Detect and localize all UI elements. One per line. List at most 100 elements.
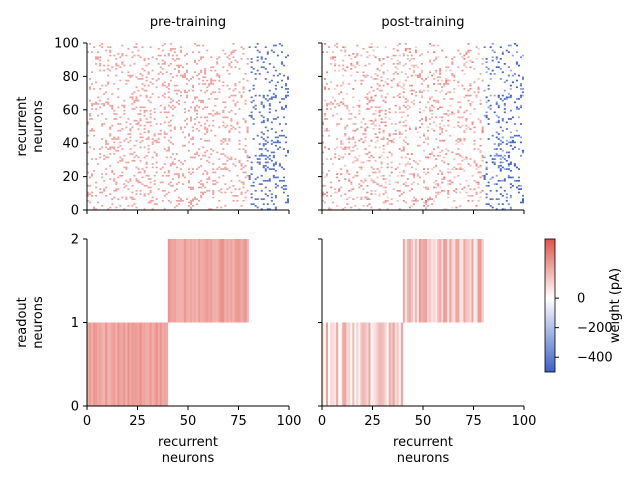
rec-pre-weight-cell <box>208 83 211 85</box>
rec-pre-ylabel: neurons <box>31 100 46 153</box>
rec-pre-weight-cell <box>169 181 172 184</box>
rec-post-weight-cell <box>350 183 353 185</box>
rec-post-weight-cell <box>511 74 514 77</box>
rec-post-weight-cell <box>344 134 347 137</box>
rec-post-weight-cell <box>427 198 430 200</box>
rec-post-weight-cell <box>457 111 460 114</box>
rec-pre-weight-cell <box>119 204 122 207</box>
rec-post-weight-cell <box>501 51 504 54</box>
rec-pre-weight-cell <box>280 44 283 47</box>
rec-post-weight-cell <box>418 111 421 114</box>
rec-pre-weight-cell <box>125 54 128 57</box>
rec-post-weight-cell <box>517 188 520 190</box>
rec-post-weight-cell <box>374 119 377 122</box>
rec-pre-weight-cell <box>111 93 114 95</box>
rec-post-weight-cell <box>362 133 365 135</box>
rec-post-weight-cell <box>441 119 444 122</box>
rec-pre-weight-cell <box>167 139 170 142</box>
rec-pre-weight-cell <box>137 168 140 170</box>
rec-post-weight-cell <box>380 154 383 157</box>
rec-pre-weight-cell <box>280 79 283 82</box>
rec-post-weight-cell <box>388 111 391 114</box>
rec-post-weight-cell <box>322 193 325 195</box>
rec-post-weight-cell <box>348 54 351 57</box>
rec-pre-weight-cell <box>177 64 180 67</box>
rec-pre-weight-cell <box>137 128 140 130</box>
rec-post-weight-cell <box>433 99 436 102</box>
rec-pre-weight-cell <box>127 74 130 77</box>
rec-post-weight-cell <box>497 133 500 135</box>
rec-pre-weight-cell <box>192 188 195 190</box>
rec-post-weight-cell <box>336 176 339 179</box>
rec-post-weight-cell <box>463 138 466 140</box>
rec-post-weight-cell <box>449 134 452 137</box>
rec-pre-weight-cell <box>222 148 225 150</box>
rec-pre-weight-cell <box>95 108 98 110</box>
rec-pre-weight-cell <box>278 123 281 125</box>
rec-post-weight-cell <box>386 83 389 85</box>
rec-post-weight-cell <box>455 139 458 142</box>
rec-post-weight-cell <box>437 83 440 85</box>
out-pre-weight-cell <box>153 322 156 406</box>
rec-pre-weight-cell <box>274 196 277 199</box>
rec-post-weight-cell <box>435 116 438 119</box>
rec-post-weight-cell <box>400 193 403 195</box>
rec-post-weight-cell <box>431 113 434 115</box>
rec-post-weight-cell <box>477 86 480 89</box>
rec-post-weight-cell <box>330 194 333 197</box>
rec-post-weight-cell <box>382 148 385 150</box>
rec-post-weight-cell <box>398 93 401 95</box>
rec-pre-weight-cell <box>115 188 118 190</box>
rec-pre-weight-cell <box>163 96 166 99</box>
rec-post-weight-cell <box>433 186 436 189</box>
rec-pre-weight-cell <box>244 191 247 194</box>
rec-pre-weight-cell <box>286 78 289 80</box>
rec-post-weight-cell <box>376 183 379 185</box>
rec-post-weight-cell <box>519 123 522 125</box>
rec-pre-weight-cell <box>268 168 271 170</box>
rec-pre-weight-cell <box>210 83 213 85</box>
rec-pre-weight-cell <box>282 179 285 182</box>
rec-post-weight-cell <box>447 171 450 174</box>
rec-pre-weight-cell <box>246 128 249 130</box>
rec-pre-weight-cell <box>284 106 287 109</box>
rec-pre-weight-cell <box>109 164 112 167</box>
rec-post-weight-cell <box>507 93 510 95</box>
rec-pre-weight-cell <box>194 43 197 45</box>
rec-post-weight-cell <box>433 181 436 184</box>
rec-post-weight-cell <box>324 129 327 132</box>
rec-pre-weight-cell <box>91 158 94 160</box>
rec-pre-weight-cell <box>272 74 275 77</box>
rec-post-weight-cell <box>509 144 512 147</box>
rec-post-weight-cell <box>511 136 514 139</box>
rec-post-weight-cell <box>354 144 357 147</box>
rec-post-weight-cell <box>429 61 432 64</box>
rec-post-weight-cell <box>477 91 480 94</box>
rec-pre-weight-cell <box>248 156 251 159</box>
rec-post-weight-cell <box>505 196 508 199</box>
rec-pre-weight-cell <box>121 128 124 130</box>
rec-post-weight-cell <box>390 166 393 169</box>
rec-post-weight-cell <box>473 148 476 150</box>
rec-post-weight-cell <box>382 151 385 154</box>
out-post-weight-cell <box>344 322 347 406</box>
rec-pre-weight-cell <box>234 103 237 105</box>
out-pre-weight-cell <box>87 322 90 406</box>
out-post-weight-cell <box>467 239 470 323</box>
rec-pre-weight-cell <box>169 119 172 122</box>
rec-pre-weight-cell <box>218 91 221 94</box>
rec-post-weight-cell <box>404 48 407 50</box>
rec-pre-weight-cell <box>119 123 122 125</box>
rec-pre-weight-cell <box>230 191 233 194</box>
rec-pre-weight-cell <box>169 201 172 204</box>
rec-post-weight-cell <box>398 189 401 192</box>
rec-post-weight-cell <box>384 46 387 49</box>
out-pre-weight-cell <box>91 322 94 406</box>
rec-pre-weight-cell <box>244 103 247 105</box>
rec-pre-weight-cell <box>109 146 112 149</box>
rec-pre-weight-cell <box>192 84 195 87</box>
rec-post-weight-cell <box>519 94 522 97</box>
rec-post-weight-cell <box>420 63 423 65</box>
rec-post-weight-cell <box>437 154 440 157</box>
rec-pre-weight-cell <box>135 179 138 182</box>
